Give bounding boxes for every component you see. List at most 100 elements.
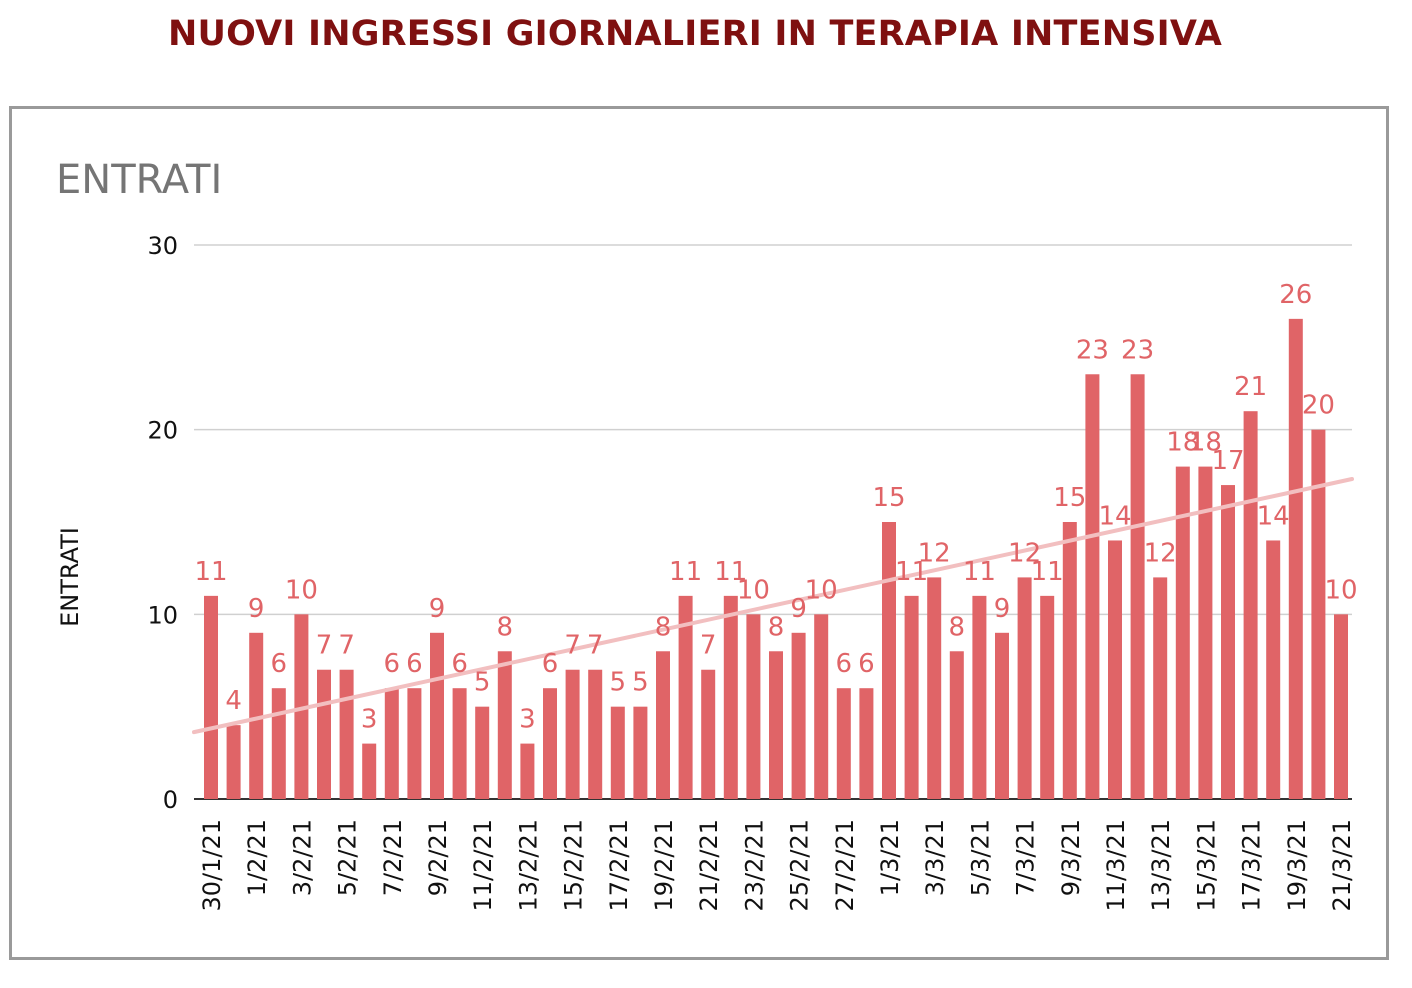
- data-label: 15: [872, 483, 905, 513]
- x-tick-label: 1/2/21: [243, 819, 271, 896]
- bar: [1017, 577, 1032, 799]
- x-tick-label: 3/3/21: [921, 819, 949, 896]
- bar: [882, 522, 896, 799]
- x-tick-label: 21/2/21: [695, 819, 723, 912]
- bar: [317, 669, 331, 799]
- bar: [452, 688, 467, 799]
- bar: [1153, 577, 1168, 799]
- data-label: 11: [669, 557, 702, 587]
- x-tick-label: 13/3/21: [1147, 819, 1175, 912]
- bar: [362, 743, 377, 799]
- data-label: 11: [895, 557, 928, 587]
- x-tick-label: 21/3/21: [1328, 819, 1356, 912]
- x-tick-label: 5/3/21: [966, 819, 994, 896]
- data-label: 7: [700, 631, 717, 661]
- data-label: 18: [1189, 428, 1222, 458]
- data-label: 5: [610, 668, 627, 698]
- data-label: 12: [1008, 538, 1041, 568]
- data-label: 3: [361, 705, 378, 735]
- bar: [407, 688, 422, 799]
- data-label: 6: [858, 649, 875, 679]
- bar: [588, 669, 603, 799]
- data-label: 7: [338, 631, 355, 661]
- bar: [927, 577, 942, 799]
- data-label: 12: [918, 538, 951, 568]
- bar: [1288, 318, 1303, 799]
- bar: [249, 632, 264, 799]
- data-label: 11: [963, 557, 996, 587]
- bars: [204, 318, 1348, 799]
- bar: [949, 651, 964, 799]
- data-label: 8: [655, 612, 672, 642]
- x-axis-ticks: 30/1/21 1/2/21 3/2/21 5/2/21 7/2/21 9/2/21 11/…: [198, 819, 1356, 912]
- trend-line: [192, 477, 1354, 735]
- bar: [1311, 429, 1326, 799]
- data-label: 6: [836, 649, 853, 679]
- bar: [475, 706, 490, 799]
- page-title: NUOVI INGRESSI GIORNALIERI IN TERAPIA IN…: [167, 14, 1223, 54]
- bar: [204, 595, 218, 799]
- x-tick-label: 15/2/21: [560, 819, 588, 912]
- bar: [1334, 614, 1348, 799]
- x-tick-label: 7/2/21: [379, 819, 407, 896]
- bar: [271, 688, 286, 799]
- bar: [520, 743, 535, 799]
- y-tick-label: 30: [147, 232, 178, 260]
- trendline: [192, 477, 1354, 735]
- bar: [678, 595, 693, 799]
- data-label: 9: [429, 594, 446, 624]
- y-axis-label: ENTRATI: [56, 527, 84, 627]
- data-label: 9: [790, 594, 807, 624]
- data-label: 20: [1302, 391, 1335, 421]
- bar: [1108, 540, 1122, 799]
- x-tick-label: 30/1/21: [198, 819, 226, 912]
- x-tick-label: 11/2/21: [469, 819, 497, 912]
- x-tick-label: 27/2/21: [831, 819, 859, 912]
- bar: [1130, 374, 1145, 799]
- bar: [814, 614, 829, 799]
- bar: [701, 669, 716, 799]
- bar: [1085, 374, 1100, 799]
- data-label: 7: [316, 631, 333, 661]
- x-tick-label: 9/3/21: [1057, 819, 1085, 896]
- bar: [859, 688, 874, 799]
- x-tick-label: 1/3/21: [876, 819, 904, 896]
- y-tick-label: 10: [147, 601, 178, 629]
- data-label: 8: [497, 612, 514, 642]
- data-label: 17: [1211, 446, 1244, 476]
- bar: [769, 651, 783, 799]
- bar: [1040, 595, 1055, 799]
- x-tick-label: 17/3/21: [1238, 819, 1266, 912]
- data-label: 9: [248, 594, 265, 624]
- x-tick-label: 19/3/21: [1283, 819, 1311, 912]
- data-label: 5: [632, 668, 649, 698]
- data-label: 10: [285, 575, 318, 605]
- bar: [1221, 485, 1235, 799]
- x-tick-label: 3/2/21: [288, 819, 316, 896]
- y-axis-ticks: 0 10 20 30: [147, 232, 178, 814]
- chart-frame: ENTRATI ENTRATI 0 10 20 30 11 4 9 6 10 7 7 3 6 6 9 6 5 8…: [9, 106, 1389, 960]
- data-label: 7: [564, 631, 581, 661]
- x-tick-label: 17/2/21: [605, 819, 633, 912]
- bar: [226, 725, 241, 799]
- bar: [339, 669, 354, 799]
- bar: [1266, 540, 1281, 799]
- bar: [791, 632, 806, 799]
- data-label: 3: [519, 705, 536, 735]
- y-tick-label: 0: [163, 786, 178, 814]
- x-tick-label: 13/2/21: [514, 819, 542, 912]
- bar: [1198, 466, 1213, 799]
- data-label: 21: [1234, 372, 1267, 402]
- x-tick-label: 11/3/21: [1102, 819, 1130, 912]
- y-tick-label: 20: [147, 417, 178, 445]
- data-label: 12: [1144, 538, 1177, 568]
- data-label: 10: [805, 575, 838, 605]
- data-label: 7: [587, 631, 604, 661]
- data-label: 9: [994, 594, 1011, 624]
- bar: [836, 688, 851, 799]
- chart-title: ENTRATI: [56, 157, 222, 203]
- bar: [1175, 466, 1190, 799]
- data-label: 23: [1076, 335, 1109, 365]
- bar: [746, 614, 761, 799]
